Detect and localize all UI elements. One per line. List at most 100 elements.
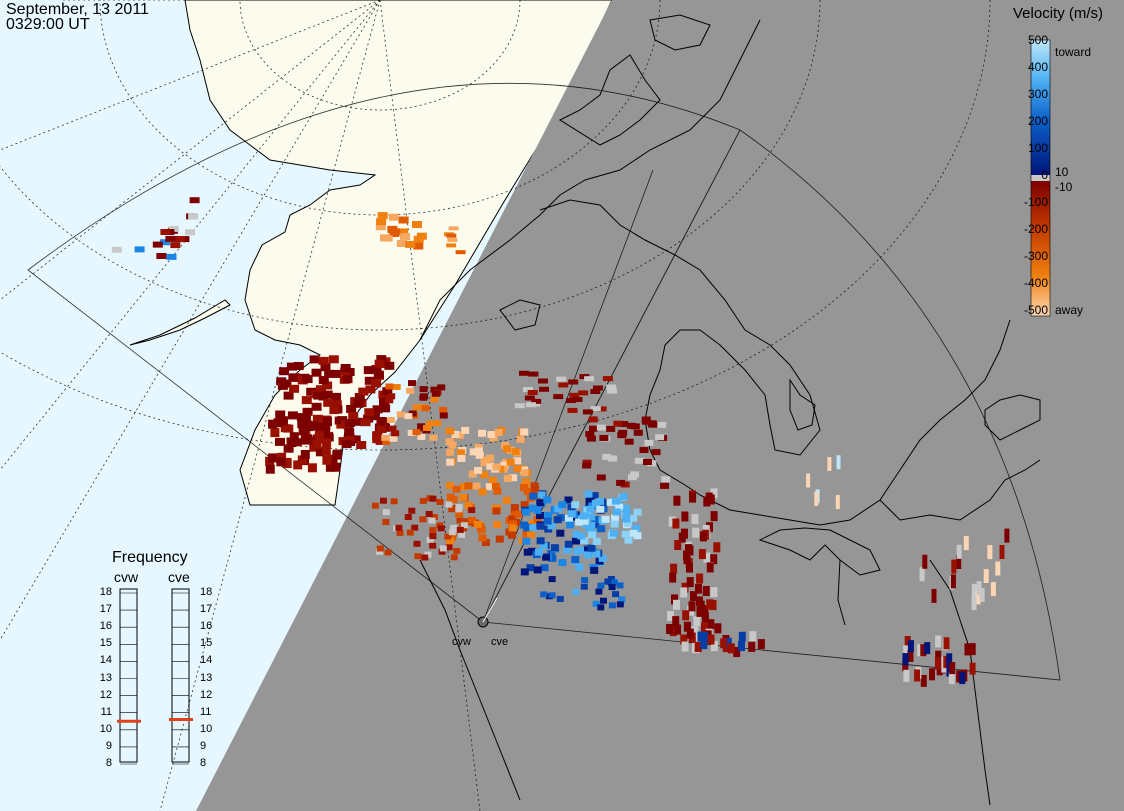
velocity-cell bbox=[550, 544, 559, 552]
velocity-cell bbox=[429, 434, 438, 441]
velocity-cell bbox=[277, 381, 288, 390]
velocity-cell bbox=[582, 462, 592, 469]
velocity-cell bbox=[353, 399, 364, 408]
velocity-cell bbox=[633, 508, 642, 516]
velocity-cell bbox=[691, 626, 699, 637]
velocity-cell bbox=[596, 497, 605, 505]
velocity-cell bbox=[553, 394, 564, 400]
velocity-cell bbox=[301, 396, 312, 405]
velocity-cell bbox=[529, 519, 538, 527]
velocity-cell bbox=[597, 604, 605, 611]
velocity-cell bbox=[538, 378, 548, 384]
velocity-cell bbox=[943, 637, 950, 650]
velocity-cell bbox=[453, 547, 461, 554]
velocity-cell bbox=[979, 588, 985, 602]
velocity-cell bbox=[710, 554, 718, 565]
velocity-cell bbox=[814, 491, 819, 506]
velocity-cell bbox=[683, 550, 690, 561]
velocity-cell bbox=[371, 502, 379, 509]
velocity-cell bbox=[396, 240, 407, 247]
velocity-cell bbox=[265, 464, 275, 474]
velocity-cell bbox=[536, 522, 545, 530]
velocity-cell bbox=[673, 599, 680, 610]
velocity-cell bbox=[639, 447, 649, 453]
velocity-cell bbox=[710, 587, 718, 598]
velocity-cell bbox=[408, 507, 416, 514]
velocity-cell bbox=[600, 597, 607, 604]
velocity-cell bbox=[669, 572, 677, 583]
velocity-cell bbox=[710, 511, 718, 522]
velocity-cell bbox=[590, 492, 599, 500]
velocity-cell bbox=[315, 385, 326, 394]
velocity-cell bbox=[468, 516, 476, 524]
frequency-scale-label: 8 bbox=[200, 757, 207, 769]
radar-label-cve: cve bbox=[491, 636, 509, 648]
velocity-cell bbox=[286, 362, 297, 371]
velocity-cell bbox=[297, 455, 307, 465]
velocity-cell bbox=[583, 551, 592, 559]
velocity-cell bbox=[548, 554, 557, 562]
velocity-cell bbox=[678, 532, 686, 543]
velocity-cell bbox=[337, 416, 348, 425]
velocity-cell bbox=[604, 578, 612, 585]
velocity-cell bbox=[536, 512, 544, 519]
velocity-cell bbox=[457, 454, 466, 462]
velocity-cell bbox=[446, 448, 454, 456]
velocity-cell bbox=[624, 536, 633, 544]
velocity-cell bbox=[426, 537, 434, 543]
velocity-cell bbox=[373, 370, 384, 379]
velocity-cell bbox=[493, 521, 502, 529]
velocity-cell bbox=[692, 527, 700, 538]
velocity-cell bbox=[411, 524, 419, 531]
velocity-cell bbox=[616, 601, 624, 608]
velocity-cell bbox=[374, 359, 385, 368]
velocity-cell bbox=[448, 529, 456, 536]
velocity-cell bbox=[672, 518, 680, 529]
velocity-cell bbox=[306, 387, 317, 396]
velocity-cell bbox=[270, 428, 280, 438]
velocity-cell bbox=[302, 407, 313, 416]
velocity-cell bbox=[493, 487, 502, 495]
velocity-cell bbox=[553, 516, 562, 524]
velocity-cell bbox=[276, 457, 286, 467]
date-label: September, 13 2011 bbox=[6, 1, 149, 18]
velocity-cell bbox=[165, 235, 176, 242]
velocity-cell bbox=[641, 416, 651, 423]
velocity-cell bbox=[613, 420, 623, 427]
velocity-cell bbox=[384, 549, 392, 556]
velocity-cell bbox=[385, 397, 394, 404]
frequency-scale-label: 18 bbox=[200, 586, 213, 598]
velocity-cell bbox=[524, 395, 535, 401]
velocity-cell bbox=[596, 406, 607, 412]
radar-site-beam bbox=[482, 597, 498, 623]
velocity-cell bbox=[446, 493, 455, 501]
velocity-cell bbox=[585, 525, 594, 533]
velocity-cell bbox=[425, 511, 433, 517]
velocity-cell bbox=[969, 643, 976, 656]
velocity-cell bbox=[152, 241, 163, 248]
velocity-cell bbox=[365, 385, 376, 394]
velocity-cell bbox=[300, 450, 310, 459]
colorbar-away bbox=[1031, 181, 1050, 316]
velocity-cell bbox=[389, 435, 398, 442]
velocity-cell bbox=[806, 473, 811, 488]
velocity-cell bbox=[322, 438, 332, 448]
velocity-cell bbox=[371, 379, 382, 388]
velocity-cell bbox=[451, 431, 460, 438]
velocity-cell bbox=[835, 495, 840, 509]
velocity-cell bbox=[287, 411, 298, 420]
velocity-cell bbox=[293, 460, 303, 470]
velocity-cell bbox=[382, 519, 390, 525]
velocity-cell bbox=[655, 434, 665, 441]
radar-fov-outlines bbox=[27, 82, 1061, 681]
velocity-cell bbox=[581, 577, 589, 583]
frequency-scale-label: 15 bbox=[200, 637, 213, 650]
velocity-cell bbox=[297, 420, 308, 429]
velocity-cell bbox=[543, 517, 552, 525]
frequency-scale-label: 16 bbox=[99, 620, 112, 633]
velocity-cell bbox=[990, 582, 996, 597]
velocity-cell bbox=[311, 402, 322, 411]
velocity-cell bbox=[602, 453, 612, 460]
velocity-cell bbox=[455, 510, 464, 518]
velocity-cell bbox=[529, 524, 538, 532]
